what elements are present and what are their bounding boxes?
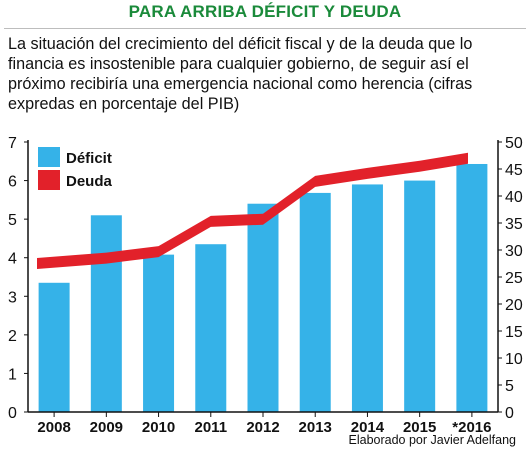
x-tick-label: 2008 (37, 419, 70, 436)
legend-label-deficit: Déficit (66, 150, 112, 167)
left-tick-label: 1 (8, 366, 17, 383)
right-tick-label: 50 (505, 135, 523, 152)
right-tick-label: 25 (505, 270, 523, 287)
x-tick-label: 2011 (195, 419, 228, 436)
right-tick-label: 20 (505, 297, 523, 314)
deficit-bar-*2016 (456, 163, 488, 412)
left-tick-label: 4 (8, 251, 17, 268)
x-tick-label: 2009 (90, 419, 123, 436)
right-tick-label: 35 (505, 216, 523, 233)
deficit-bar-2014 (351, 184, 383, 412)
deficit-bar-2013 (299, 192, 331, 412)
chart-title: PARA ARRIBA DÉFICIT Y DEUDA (128, 2, 402, 21)
right-tick-label: 45 (505, 162, 523, 179)
left-tick-label: 7 (8, 135, 17, 152)
credit-text: Elaborado por Javier Adelfang (348, 433, 516, 447)
deficit-bar-2015 (404, 180, 436, 412)
legend-swatch-deuda (38, 170, 60, 190)
legend-swatch-deficit (38, 147, 60, 167)
legend: Déficit Deuda (38, 147, 113, 190)
left-tick-label: 3 (8, 289, 17, 306)
deficit-bar-2008 (38, 282, 70, 412)
x-tick-label: 2010 (142, 419, 175, 436)
chart-subtitle: La situación del crecimiento del déficit… (8, 35, 473, 113)
right-tick-label: 15 (505, 324, 523, 341)
left-tick-label: 2 (8, 328, 17, 345)
right-tick-label: 40 (505, 189, 523, 206)
deficit-bar-2010 (143, 254, 175, 412)
title-divider (4, 28, 526, 29)
deuda-line (37, 152, 468, 269)
x-tick-label: 2015 (403, 419, 436, 436)
x-tick-label: 2014 (351, 419, 385, 436)
deuda-line-group (37, 152, 468, 269)
left-tick-label: 5 (8, 212, 17, 229)
deficit-bar-2009 (90, 215, 122, 412)
left-tick-label: 0 (8, 405, 17, 422)
x-tick-label: *2016 (452, 419, 491, 436)
right-tick-label: 30 (505, 243, 523, 260)
right-tick-label: 5 (505, 378, 514, 395)
bars-group (38, 163, 488, 412)
deficit-bar-2011 (195, 244, 227, 412)
deficit-bar-2012 (247, 203, 279, 412)
right-tick-label: 10 (505, 351, 523, 368)
x-tick-label: 2013 (299, 419, 332, 436)
x-tick-label: 2012 (246, 419, 279, 436)
left-tick-label: 6 (8, 174, 17, 191)
legend-label-deuda: Deuda (66, 173, 113, 190)
right-tick-label: 0 (505, 405, 514, 422)
